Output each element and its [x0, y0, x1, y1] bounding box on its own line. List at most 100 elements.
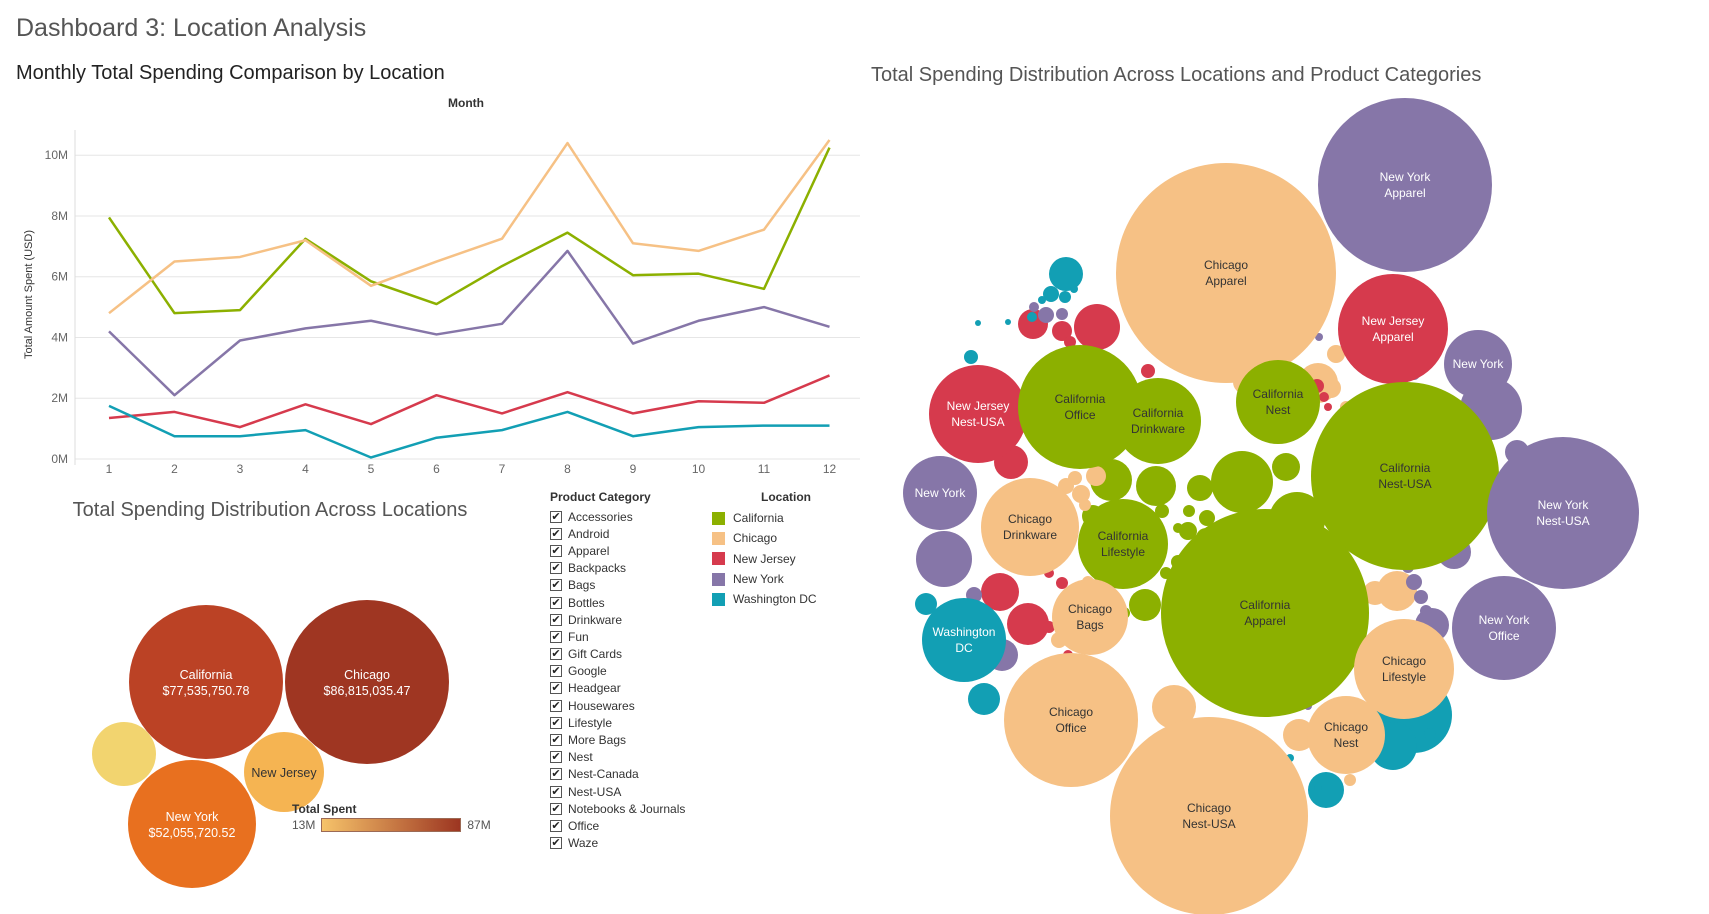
location-legend-item[interactable]: Chicago: [712, 528, 817, 548]
checkbox-checked-icon[interactable]: ✔: [550, 716, 562, 729]
category-filter-item[interactable]: ✔ Bottles: [550, 594, 685, 611]
checkbox-checked-icon[interactable]: ✔: [550, 579, 562, 592]
y-axis-title: Total Amount Spent (USD): [23, 230, 35, 359]
small-bubble-california: [1211, 451, 1273, 513]
category-label: Nest-Canada: [568, 767, 639, 782]
bubble-circle: [1052, 579, 1128, 655]
bubble-label: Chicago: [1324, 720, 1368, 734]
bubble-label: California: [1240, 598, 1291, 612]
checkbox-checked-icon[interactable]: ✔: [550, 630, 562, 643]
checkbox-checked-icon[interactable]: ✔: [550, 596, 562, 609]
bubble-label: Nest: [1334, 736, 1359, 750]
category-filter-item[interactable]: ✔ Office: [550, 817, 685, 834]
checkbox-checked-icon[interactable]: ✔: [550, 699, 562, 712]
category-filter-item[interactable]: ✔ Headgear: [550, 680, 685, 697]
category-filter-item[interactable]: ✔ Gift Cards: [550, 646, 685, 663]
series-line-new-jersey: [108, 374, 830, 429]
bubble-label: Chicago: [1008, 512, 1052, 526]
category-label: Headgear: [568, 681, 621, 696]
bubble-chicago-office: Chicago Office: [1004, 653, 1138, 787]
category-filter-item[interactable]: ✔ More Bags: [550, 731, 685, 748]
category-filter-item[interactable]: ✔ Waze: [550, 835, 685, 852]
bubble-circle: [1338, 274, 1448, 384]
checkbox-checked-icon[interactable]: ✔: [550, 544, 562, 557]
category-filter-item[interactable]: ✔ Drinkware: [550, 611, 685, 628]
category-filter-item[interactable]: ✔ Backpacks: [550, 560, 685, 577]
small-bubble-new-jersey: [1007, 603, 1049, 645]
checkbox-checked-icon[interactable]: ✔: [550, 734, 562, 747]
checkbox-checked-icon[interactable]: ✔: [550, 510, 562, 523]
category-filter-item[interactable]: ✔ Nest-USA: [550, 783, 685, 800]
category-label: More Bags: [568, 733, 627, 748]
category-filter-item[interactable]: ✔ Android: [550, 525, 685, 542]
bubble-label: Drinkware: [1003, 528, 1057, 542]
bubble-label: Nest-USA: [1536, 514, 1589, 528]
checkbox-checked-icon[interactable]: ✔: [550, 682, 562, 695]
category-filter-item[interactable]: ✔ Google: [550, 663, 685, 680]
location-legend: California Chicago New Jersey New York Washi…: [712, 508, 817, 609]
small-bubble-washington-dc: [1043, 286, 1059, 302]
location-bubble-title: Total Spending Distribution Across Locat…: [72, 499, 468, 521]
checkbox-checked-icon[interactable]: ✔: [550, 527, 562, 540]
small-bubble-washington-dc: [1027, 312, 1037, 322]
category-filter-item[interactable]: ✔ Bags: [550, 577, 685, 594]
category-filter-item[interactable]: ✔ Accessories: [550, 508, 685, 525]
bubble-circle: [981, 478, 1079, 576]
bubble-california-office: California Office: [1018, 345, 1142, 469]
category-filter-item[interactable]: ✔ Fun: [550, 628, 685, 645]
x-tick-label: 10: [692, 462, 706, 476]
bubble-label: Lifestyle: [1101, 545, 1145, 559]
checkbox-checked-icon[interactable]: ✔: [550, 648, 562, 661]
bubble-label: Office: [1055, 721, 1086, 735]
category-filter-item[interactable]: ✔ Notebooks & Journals: [550, 800, 685, 817]
bubble-circle: [1018, 345, 1142, 469]
legends: Product Category ✔ Accessories ✔ Android ✔ Ap…: [550, 490, 840, 850]
y-tick-label: 8M: [51, 209, 68, 223]
checkbox-checked-icon[interactable]: ✔: [550, 562, 562, 575]
category-label: Backpacks: [568, 561, 627, 576]
small-bubble-washington-dc: [1038, 296, 1046, 304]
small-bubble-chicago: [1327, 345, 1345, 363]
product-category-legend-title: Product Category: [550, 490, 651, 504]
color-swatch: [712, 531, 725, 545]
location-label: New Jersey: [733, 551, 796, 566]
bubble-label: New Jersey: [947, 399, 1010, 413]
category-filter-item[interactable]: ✔ Housewares: [550, 697, 685, 714]
category-filter-item[interactable]: ✔ Lifestyle: [550, 714, 685, 731]
x-tick-label: 2: [171, 462, 178, 476]
location-legend-title: Location: [761, 490, 811, 504]
bubble-label: California: [1133, 406, 1184, 420]
x-tick-label: 1: [106, 462, 113, 476]
x-tick-label: 3: [237, 462, 244, 476]
checkbox-checked-icon[interactable]: ✔: [550, 819, 562, 832]
bubble-label: California: [1380, 461, 1431, 475]
checkbox-checked-icon[interactable]: ✔: [550, 613, 562, 626]
location-bubble-chicago: Chicago $86,815,035.47: [285, 600, 449, 764]
checkbox-checked-icon[interactable]: ✔: [550, 665, 562, 678]
location-legend-item[interactable]: Washington DC: [712, 589, 817, 609]
category-filter-item[interactable]: ✔ Nest: [550, 749, 685, 766]
location-legend-item[interactable]: New Jersey: [712, 549, 817, 569]
small-bubble-new-york: [1406, 574, 1422, 590]
checkbox-checked-icon[interactable]: ✔: [550, 768, 562, 781]
checkbox-checked-icon[interactable]: ✔: [550, 837, 562, 850]
small-bubble-california: [1199, 510, 1215, 526]
small-bubble-washington-dc: [975, 320, 981, 326]
small-bubble-new-york: [1414, 590, 1428, 604]
small-bubble-new-jersey: [1056, 577, 1068, 589]
checkbox-checked-icon[interactable]: ✔: [550, 802, 562, 815]
location-legend-item[interactable]: California: [712, 508, 817, 528]
category-filter-item[interactable]: ✔ Nest-Canada: [550, 766, 685, 783]
bubble-new-york-apparel: New York Apparel: [1318, 98, 1492, 272]
series-line-chicago: [108, 139, 831, 315]
bubble-chicago-nest-usa: Chicago Nest-USA: [1110, 717, 1308, 914]
location-legend-item[interactable]: New York: [712, 569, 817, 589]
category-filter-item[interactable]: ✔ Apparel: [550, 542, 685, 559]
bubble-label: Chicago: [1204, 258, 1248, 272]
checkbox-checked-icon[interactable]: ✔: [550, 751, 562, 764]
category-label: Apparel: [568, 543, 610, 558]
bubble-label: California: [1098, 529, 1149, 543]
small-bubble-california: [1183, 505, 1195, 517]
checkbox-checked-icon[interactable]: ✔: [550, 785, 562, 798]
location-category-bubble-chart: New York Apparel Chicago Apparel New Jersey A…: [903, 98, 1639, 914]
